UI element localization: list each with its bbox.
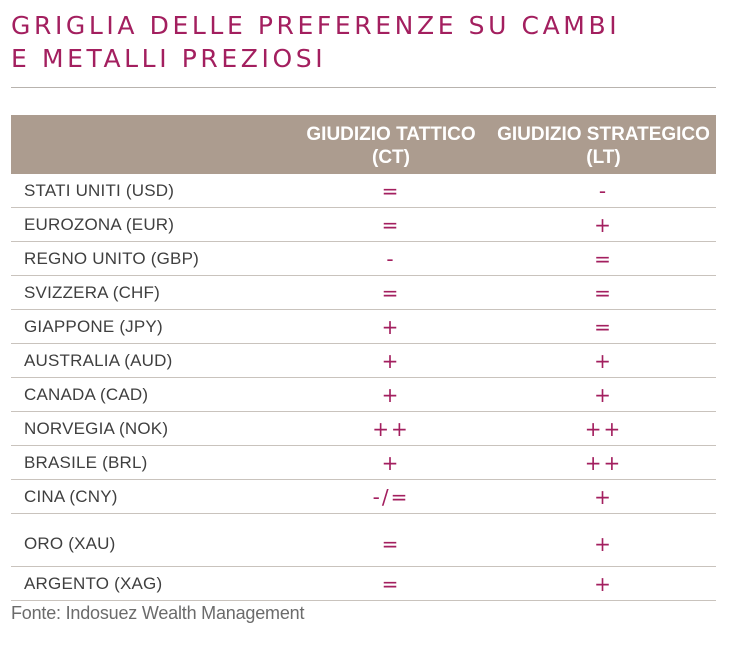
page-title-line-2: E METALLI PREZIOSI — [11, 44, 327, 73]
header-tactical: GIUDIZIO TATTICO (CT) — [291, 115, 491, 174]
table-row: GIAPPONE (JPY) + = — [11, 309, 716, 344]
strategic-rating: ++ — [491, 445, 716, 480]
currency-name: AUSTRALIA (AUD) — [11, 343, 291, 378]
strategic-rating: + — [491, 343, 716, 378]
metal-name: ORO (XAU) — [11, 513, 291, 567]
table-row: STATI UNITI (USD) = - — [11, 174, 716, 208]
table-row: ARGENTO (XAG) = + — [11, 566, 716, 601]
strategic-rating: = — [491, 241, 716, 276]
strategic-rating: + — [491, 377, 716, 412]
table-row: ORO (XAU) = + — [11, 513, 716, 567]
header-strategic: GIUDIZIO STRATEGICO (LT) — [491, 115, 716, 174]
strategic-rating: = — [491, 275, 716, 310]
page-title: GRIGLIA DELLE PREFERENZE SU CAMBI E META… — [11, 9, 731, 75]
table-header-row: GIUDIZIO TATTICO (CT) GIUDIZIO STRATEGIC… — [11, 115, 716, 174]
table-row: CANADA (CAD) + + — [11, 377, 716, 412]
tactical-rating: = — [291, 275, 491, 310]
strategic-rating: + — [491, 479, 716, 514]
table-row: AUSTRALIA (AUD) + + — [11, 343, 716, 378]
table-row: SVIZZERA (CHF) = = — [11, 275, 716, 310]
table-row: NORVEGIA (NOK) ++ ++ — [11, 411, 716, 446]
currency-name: SVIZZERA (CHF) — [11, 275, 291, 310]
header-name-cell — [11, 115, 291, 174]
tactical-rating: - — [291, 241, 491, 276]
table-row: CINA (CNY) -/= + — [11, 479, 716, 514]
currency-name: REGNO UNITO (GBP) — [11, 241, 291, 276]
table-row: EUROZONA (EUR) = + — [11, 207, 716, 242]
currency-name: CINA (CNY) — [11, 479, 291, 514]
tactical-rating: = — [291, 566, 491, 601]
tactical-rating: + — [291, 343, 491, 378]
tactical-rating: = — [291, 174, 491, 208]
tactical-rating: = — [291, 207, 491, 242]
tactical-rating: + — [291, 445, 491, 480]
tactical-rating: = — [291, 513, 491, 567]
strategic-rating: = — [491, 309, 716, 344]
tactical-rating: -/= — [291, 479, 491, 514]
strategic-rating: - — [491, 174, 716, 208]
metal-name: ARGENTO (XAG) — [11, 566, 291, 601]
strategic-rating: + — [491, 207, 716, 242]
currency-name: CANADA (CAD) — [11, 377, 291, 412]
strategic-rating: + — [491, 513, 716, 567]
currency-name: STATI UNITI (USD) — [11, 174, 291, 208]
strategic-rating: + — [491, 566, 716, 601]
tactical-rating: ++ — [291, 411, 491, 446]
currency-name: NORVEGIA (NOK) — [11, 411, 291, 446]
source-note: Fonte: Indosuez Wealth Management — [11, 603, 305, 623]
tactical-rating: + — [291, 377, 491, 412]
table-row: REGNO UNITO (GBP) - = — [11, 241, 716, 276]
currency-name: EUROZONA (EUR) — [11, 207, 291, 242]
strategic-rating: ++ — [491, 411, 716, 446]
currency-name: BRASILE (BRL) — [11, 445, 291, 480]
table-row: BRASILE (BRL) + ++ — [11, 445, 716, 480]
currency-name: GIAPPONE (JPY) — [11, 309, 291, 344]
title-divider — [11, 87, 716, 88]
tactical-rating: + — [291, 309, 491, 344]
preferences-grid: GIUDIZIO TATTICO (CT) GIUDIZIO STRATEGIC… — [11, 115, 716, 601]
page-title-line-1: GRIGLIA DELLE PREFERENZE SU CAMBI — [11, 11, 621, 40]
